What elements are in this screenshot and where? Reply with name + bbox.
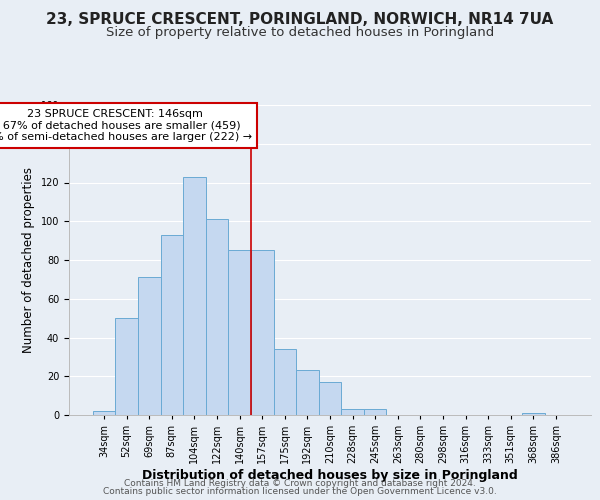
Bar	[229, 250, 251, 415]
Bar	[138, 278, 161, 415]
Bar	[183, 176, 206, 415]
Text: Contains HM Land Registry data © Crown copyright and database right 2024.: Contains HM Land Registry data © Crown c…	[124, 478, 476, 488]
Bar	[364, 409, 386, 415]
Text: 23, SPRUCE CRESCENT, PORINGLAND, NORWICH, NR14 7UA: 23, SPRUCE CRESCENT, PORINGLAND, NORWICH…	[46, 12, 554, 28]
Bar	[274, 349, 296, 415]
Bar	[115, 318, 138, 415]
X-axis label: Distribution of detached houses by size in Poringland: Distribution of detached houses by size …	[142, 469, 518, 482]
Text: Size of property relative to detached houses in Poringland: Size of property relative to detached ho…	[106, 26, 494, 39]
Text: Contains public sector information licensed under the Open Government Licence v3: Contains public sector information licen…	[103, 487, 497, 496]
Bar	[522, 413, 545, 415]
Y-axis label: Number of detached properties: Number of detached properties	[22, 167, 35, 353]
Bar	[341, 409, 364, 415]
Bar	[161, 235, 183, 415]
Bar	[206, 220, 229, 415]
Text: 23 SPRUCE CRESCENT: 146sqm
← 67% of detached houses are smaller (459)
32% of sem: 23 SPRUCE CRESCENT: 146sqm ← 67% of deta…	[0, 109, 252, 142]
Bar	[319, 382, 341, 415]
Bar	[296, 370, 319, 415]
Bar	[251, 250, 274, 415]
Bar	[93, 411, 115, 415]
